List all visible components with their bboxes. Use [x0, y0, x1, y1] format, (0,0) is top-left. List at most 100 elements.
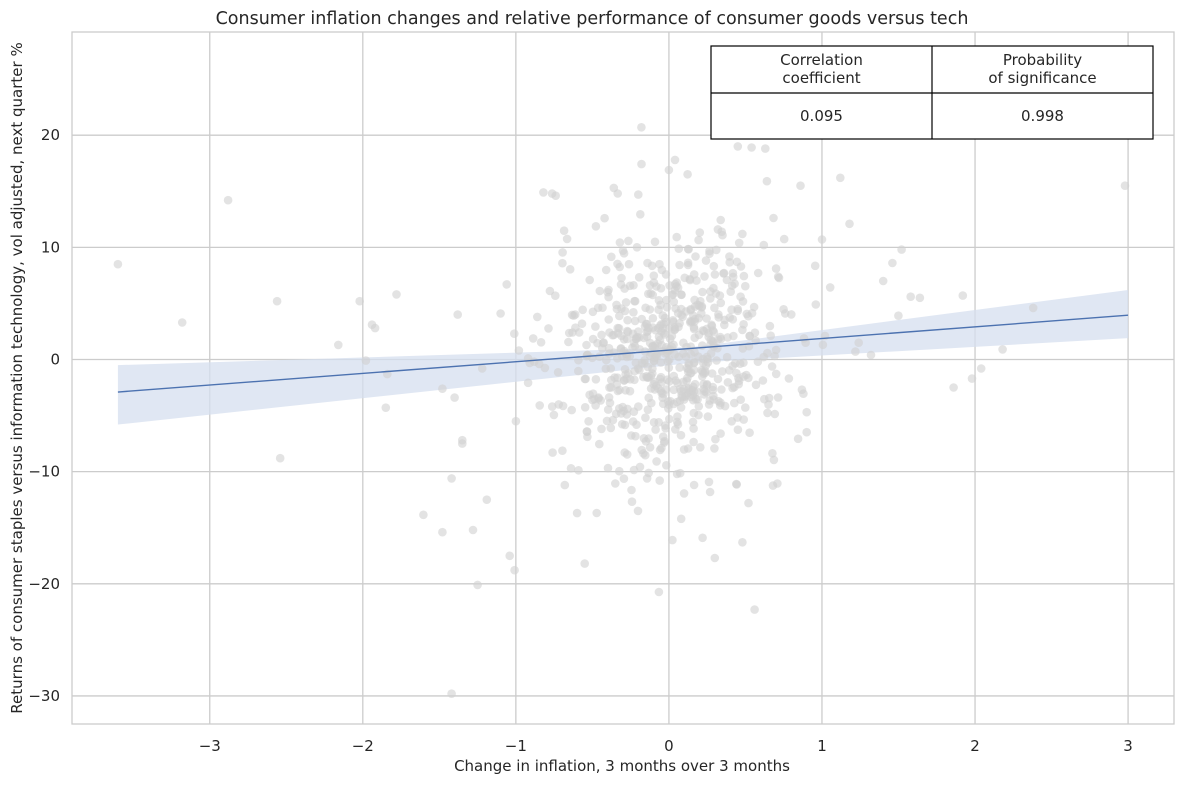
data-point — [698, 533, 707, 543]
data-point — [727, 305, 736, 315]
data-point — [656, 358, 666, 367]
data-point — [710, 270, 720, 279]
data-point — [759, 240, 769, 250]
data-point — [741, 403, 750, 412]
data-point — [594, 393, 603, 402]
data-point — [675, 260, 684, 270]
data-point — [553, 368, 563, 377]
y-tick-label: 10 — [41, 238, 60, 256]
table-header: Probability of significance — [988, 51, 1096, 87]
data-point — [615, 385, 624, 395]
data-point — [606, 383, 616, 392]
data-point — [505, 551, 514, 561]
data-point — [574, 466, 583, 475]
data-point — [698, 341, 707, 350]
data-point — [739, 320, 748, 329]
data-point — [628, 417, 638, 426]
data-point — [728, 268, 738, 278]
data-point — [643, 405, 653, 415]
data-point — [595, 439, 604, 449]
table-value: 0.095 — [800, 107, 843, 125]
data-point — [690, 295, 699, 305]
data-point — [629, 465, 639, 475]
data-point — [614, 324, 624, 333]
data-point — [771, 264, 781, 273]
data-point — [770, 409, 780, 419]
data-point — [637, 159, 646, 169]
data-point — [615, 238, 625, 247]
data-point — [662, 461, 671, 470]
data-point — [736, 395, 745, 405]
data-point — [447, 689, 456, 698]
data-point — [736, 262, 746, 271]
data-point — [691, 252, 700, 261]
data-point — [694, 235, 703, 245]
data-point — [774, 273, 784, 283]
data-point — [683, 244, 693, 254]
data-point — [753, 268, 763, 278]
data-point — [718, 367, 727, 376]
data-point — [623, 315, 632, 325]
data-point — [768, 449, 777, 458]
data-point — [549, 410, 559, 420]
data-point — [658, 432, 668, 442]
data-point — [438, 527, 447, 537]
data-point — [696, 443, 705, 452]
data-point — [673, 420, 683, 429]
data-point — [762, 176, 772, 186]
data-point — [622, 450, 632, 459]
data-point — [675, 363, 684, 372]
data-point — [496, 309, 505, 318]
data-point — [580, 559, 589, 568]
data-point — [547, 402, 557, 411]
data-point — [663, 356, 673, 366]
data-point — [741, 281, 750, 291]
data-point — [113, 259, 123, 269]
data-point — [717, 385, 726, 394]
plot-frame — [71, 31, 1175, 725]
x-tick-label: 3 — [1123, 737, 1133, 755]
data-point — [595, 352, 604, 362]
data-point — [825, 283, 835, 292]
data-point — [836, 173, 845, 183]
data-point — [604, 315, 613, 324]
data-point — [709, 395, 718, 404]
data-point — [633, 506, 643, 516]
data-point — [482, 495, 492, 505]
data-point — [719, 268, 729, 278]
data-point — [679, 489, 689, 498]
data-point — [564, 328, 574, 338]
data-point — [670, 155, 680, 165]
data-point — [620, 306, 630, 316]
data-point — [716, 332, 725, 342]
data-point — [223, 195, 233, 205]
data-point — [958, 291, 968, 300]
data-point — [727, 417, 736, 426]
data-point — [447, 474, 456, 483]
points-layer — [113, 123, 1130, 698]
data-point — [759, 352, 768, 362]
data-point — [634, 402, 643, 411]
table-value: 0.998 — [1021, 107, 1064, 125]
data-point — [510, 329, 519, 339]
data-point — [694, 402, 704, 411]
data-point — [637, 445, 646, 455]
data-point — [767, 362, 777, 371]
data-point — [604, 343, 614, 353]
data-point — [680, 273, 689, 283]
data-point — [658, 393, 667, 403]
data-point — [635, 365, 644, 375]
data-point — [712, 245, 721, 255]
data-point — [627, 485, 636, 495]
data-point — [771, 345, 781, 355]
data-point — [621, 386, 630, 395]
x-tick-label: −2 — [352, 737, 374, 755]
data-point — [559, 226, 569, 235]
data-point — [739, 271, 749, 281]
data-point — [888, 258, 897, 268]
data-point — [738, 538, 747, 547]
data-point — [618, 246, 628, 255]
data-point — [897, 245, 906, 254]
data-point — [177, 318, 187, 327]
